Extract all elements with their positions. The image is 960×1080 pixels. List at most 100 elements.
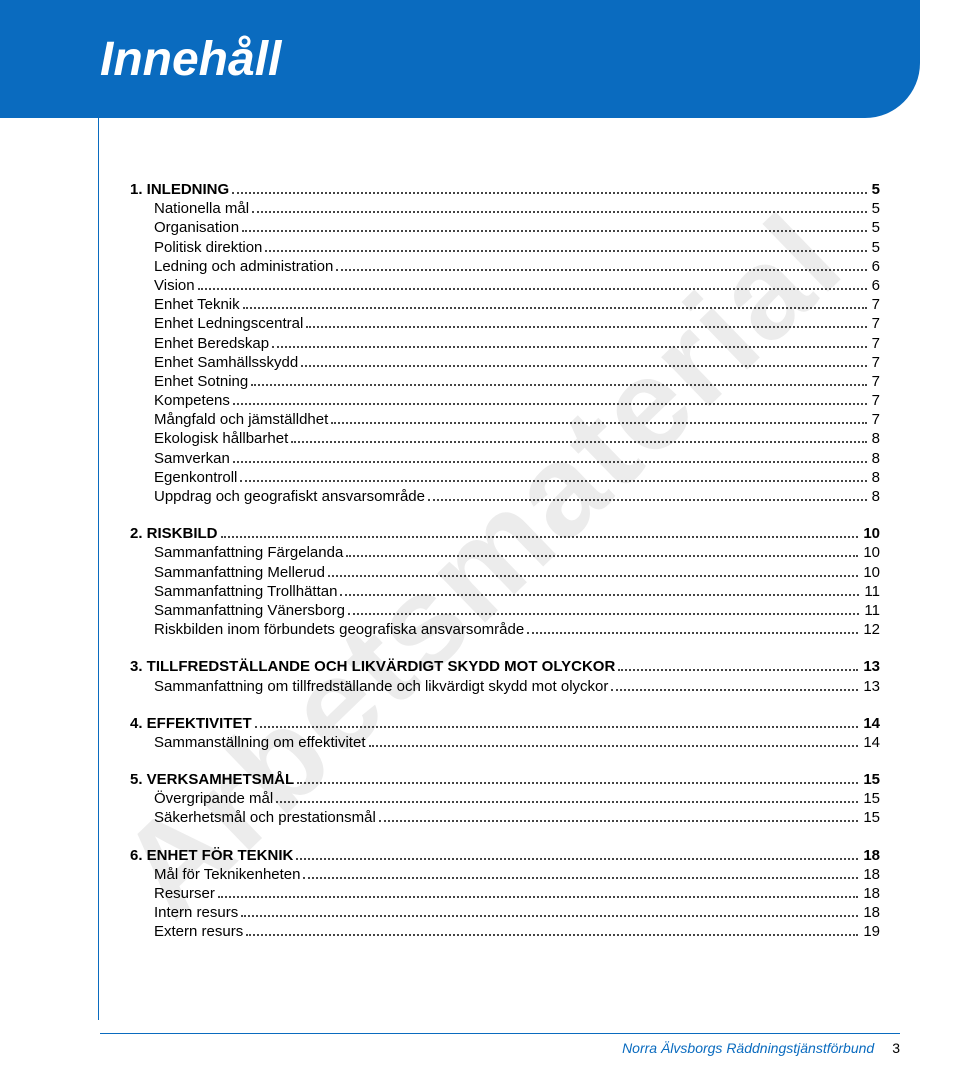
- toc-label: Sammanfattning Mellerud: [154, 563, 325, 582]
- toc-page: 7: [870, 391, 880, 410]
- toc-page: 12: [861, 620, 880, 639]
- toc-page: 13: [861, 657, 880, 676]
- toc-section-row: 5. VERKSAMHETSMÅL15: [130, 770, 880, 789]
- toc-page: 18: [861, 846, 880, 865]
- toc-section-row: 6. ENHET FÖR TEKNIK 18: [130, 846, 880, 865]
- toc-page: 19: [861, 922, 880, 941]
- toc-page: 8: [870, 449, 880, 468]
- toc-sub-row: Mål för Teknikenheten18: [130, 865, 880, 884]
- toc-label: Sammanställning om effektivitet: [154, 733, 366, 752]
- toc-label: 1. INLEDNING: [130, 180, 229, 199]
- header-band: Innehåll: [0, 0, 920, 118]
- toc-page: 7: [870, 372, 880, 391]
- toc-leader-dots: [331, 422, 866, 424]
- toc-label: 3. TILLFREDSTÄLLANDE OCH LIKVÄRDIGT SKYD…: [130, 657, 615, 676]
- toc-leader-dots: [221, 536, 859, 538]
- toc-leader-dots: [428, 499, 867, 501]
- toc-sub-row: Intern resurs18: [130, 903, 880, 922]
- toc-page: 5: [870, 218, 880, 237]
- toc-leader-dots: [265, 250, 866, 252]
- toc-leader-dots: [233, 403, 867, 405]
- toc-leader-dots: [276, 801, 858, 803]
- toc-label: Sammanfattning Färgelanda: [154, 543, 343, 562]
- toc-label: Enhet Sotning: [154, 372, 248, 391]
- toc-label: Riskbilden inom förbundets geografiska a…: [154, 620, 524, 639]
- toc-sub-row: Sammanfattning om tillfredställande och …: [130, 677, 880, 696]
- toc-sub-row: Sammanfattning Färgelanda10: [130, 543, 880, 562]
- toc-page: 15: [861, 789, 880, 808]
- toc-label: Resurser: [154, 884, 215, 903]
- toc-label: Nationella mål: [154, 199, 249, 218]
- toc-label: Sammanfattning om tillfredställande och …: [154, 677, 608, 696]
- toc-page: 13: [861, 677, 880, 696]
- toc-page: 18: [861, 903, 880, 922]
- footer: Norra Älvsborgs Räddningstjänstförbund 3: [100, 1033, 900, 1056]
- toc-sub-row: Mångfald och jämställdhet7: [130, 410, 880, 429]
- toc-label: Säkerhetsmål och prestationsmål: [154, 808, 376, 827]
- toc-page: 14: [861, 714, 880, 733]
- toc-leader-dots: [346, 555, 858, 557]
- toc-leader-dots: [348, 613, 859, 615]
- toc-page: 6: [870, 276, 880, 295]
- toc-leader-dots: [241, 915, 858, 917]
- toc-leader-dots: [218, 896, 858, 898]
- toc-leader-dots: [611, 689, 858, 691]
- footer-org: Norra Älvsborgs Räddningstjänstförbund: [622, 1040, 874, 1056]
- toc-page: 7: [870, 295, 880, 314]
- toc-label: Kompetens: [154, 391, 230, 410]
- toc-leader-dots: [328, 575, 858, 577]
- toc-page: 5: [870, 199, 880, 218]
- toc-page: 7: [870, 410, 880, 429]
- toc-page: 11: [862, 601, 880, 620]
- toc-leader-dots: [527, 632, 858, 634]
- toc-label: Vision: [154, 276, 195, 295]
- toc-sub-row: Uppdrag och geografiskt ansvarsområde8: [130, 487, 880, 506]
- toc-leader-dots: [379, 820, 859, 822]
- toc-label: Mål för Teknikenheten: [154, 865, 300, 884]
- toc-leader-dots: [243, 307, 867, 309]
- toc-label: Organisation: [154, 218, 239, 237]
- toc-label: 6. ENHET FÖR TEKNIK: [130, 846, 293, 865]
- toc-label: Enhet Ledningscentral: [154, 314, 303, 333]
- toc-sub-row: Enhet Sotning 7: [130, 372, 880, 391]
- toc-page: 5: [870, 238, 880, 257]
- toc-section-row: 4. EFFEKTIVITET 14: [130, 714, 880, 733]
- toc-label: Extern resurs: [154, 922, 243, 941]
- toc-sub-row: Samverkan8: [130, 449, 880, 468]
- toc-sub-row: Organisation 5: [130, 218, 880, 237]
- toc-sub-row: Enhet Beredskap7: [130, 334, 880, 353]
- toc-label: 5. VERKSAMHETSMÅL: [130, 770, 294, 789]
- toc-group: 2. RISKBILD10Sammanfattning Färgelanda10…: [130, 524, 880, 639]
- toc-label: Övergripande mål: [154, 789, 273, 808]
- toc-leader-dots: [198, 288, 867, 290]
- toc-page: 14: [861, 733, 880, 752]
- toc-page: 10: [861, 563, 880, 582]
- toc-page: 7: [870, 353, 880, 372]
- toc-label: 4. EFFEKTIVITET: [130, 714, 252, 733]
- toc-leader-dots: [251, 384, 866, 386]
- toc-leader-dots: [369, 745, 859, 747]
- toc-sub-row: Övergripande mål 15: [130, 789, 880, 808]
- toc-leader-dots: [336, 269, 866, 271]
- toc-sub-row: Sammanfattning Mellerud 10: [130, 563, 880, 582]
- toc-section-row: 3. TILLFREDSTÄLLANDE OCH LIKVÄRDIGT SKYD…: [130, 657, 880, 676]
- toc-sub-row: Enhet Samhällsskydd7: [130, 353, 880, 372]
- toc-sub-row: Egenkontroll8: [130, 468, 880, 487]
- toc-sub-row: Sammanfattning Vänersborg11: [130, 601, 880, 620]
- toc-leader-dots: [240, 480, 866, 482]
- toc-page: 5: [870, 180, 880, 199]
- toc-leader-dots: [272, 346, 867, 348]
- toc-sub-row: Ekologisk hållbarhet8: [130, 429, 880, 448]
- toc-leader-dots: [252, 211, 867, 213]
- toc-group: 4. EFFEKTIVITET 14 Sammanställning om effe…: [130, 714, 880, 752]
- toc-leader-dots: [618, 669, 858, 671]
- toc-leader-dots: [255, 726, 859, 728]
- toc-group: 1. INLEDNING5Nationella mål5Organisation…: [130, 180, 880, 506]
- toc-page: 8: [870, 468, 880, 487]
- page-title: Innehåll: [100, 32, 281, 87]
- page: Innehåll Arbetsmaterial 1. INLEDNING5Nat…: [0, 0, 960, 1080]
- toc-label: Ledning och administration: [154, 257, 333, 276]
- toc-page: 11: [862, 582, 880, 601]
- toc-sub-row: Säkerhetsmål och prestationsmål15: [130, 808, 880, 827]
- toc-leader-dots: [291, 441, 866, 443]
